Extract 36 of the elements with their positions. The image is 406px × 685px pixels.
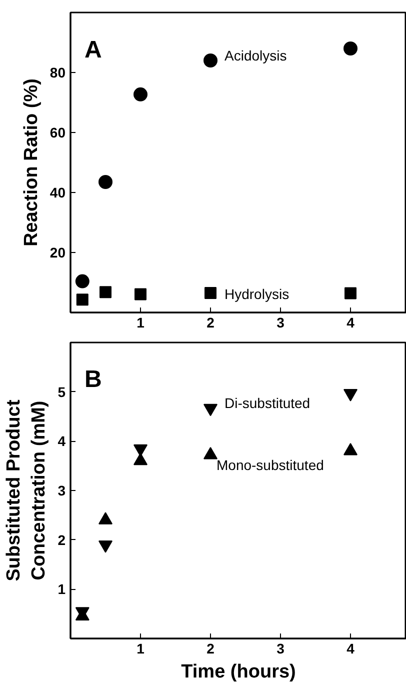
x-tick-label: 1 — [136, 640, 145, 656]
x-tick-label: 2 — [206, 314, 215, 330]
point — [204, 54, 218, 68]
x-tick-label: 4 — [346, 314, 355, 330]
y-tick-label: 3 — [58, 482, 66, 498]
point — [134, 288, 146, 300]
y-tick-label: 5 — [58, 384, 66, 400]
series-label: Hydrolysis — [224, 286, 290, 302]
y-tick-label: 80 — [50, 64, 66, 80]
y-axis-title: Substituted Product Concentration (mM) — [4, 399, 50, 582]
y-tick-label: 20 — [50, 244, 66, 260]
x-tick-label: 3 — [276, 314, 285, 330]
point — [75, 274, 90, 288]
x-tick-label: 1 — [136, 314, 145, 330]
x-tick-label: 4 — [346, 640, 355, 656]
y-tick-label: 4 — [58, 433, 66, 450]
y-tick-label: 40 — [50, 184, 66, 200]
point — [134, 87, 148, 102]
x-axis-title: Time (hours) — [181, 662, 296, 682]
point — [204, 287, 216, 299]
series-label: Acidolysis — [224, 48, 287, 64]
series-label: Mono-substituted — [216, 456, 324, 473]
point — [98, 175, 112, 189]
series-label: Di-substituted — [224, 395, 310, 412]
point — [76, 294, 88, 306]
text: B — [84, 366, 102, 393]
point — [344, 42, 358, 56]
point — [100, 286, 112, 298]
y-tick-label: 1 — [58, 581, 66, 598]
x-tick-label: 3 — [276, 640, 285, 656]
point — [344, 287, 356, 300]
y-axis-title: Reaction Ratio (%) — [20, 78, 42, 246]
y-tick-label: 60 — [50, 124, 66, 140]
x-tick-label: 2 — [206, 640, 215, 656]
text: A — [84, 36, 102, 64]
y-tick-label: 2 — [58, 532, 66, 548]
